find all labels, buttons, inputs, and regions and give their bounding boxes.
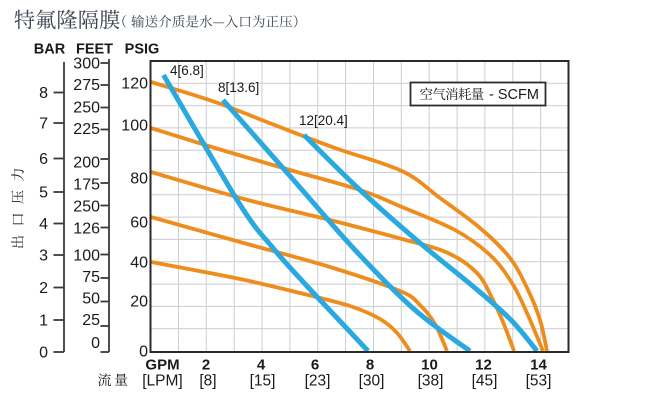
svg-text:25: 25 bbox=[82, 312, 100, 329]
svg-text:175: 175 bbox=[73, 177, 100, 194]
svg-text:[30]: [30] bbox=[359, 373, 385, 390]
svg-text:10: 10 bbox=[421, 357, 438, 374]
svg-text:6: 6 bbox=[39, 151, 48, 168]
svg-text:[45]: [45] bbox=[472, 373, 498, 390]
svg-text:6: 6 bbox=[311, 357, 319, 374]
svg-text:5: 5 bbox=[39, 185, 48, 202]
svg-text:[23]: [23] bbox=[305, 373, 331, 390]
svg-text:12: 12 bbox=[475, 357, 492, 374]
svg-text:100: 100 bbox=[121, 118, 148, 135]
svg-text:60: 60 bbox=[130, 215, 148, 232]
svg-text:3: 3 bbox=[39, 248, 48, 265]
svg-text:12[20.4]: 12[20.4] bbox=[299, 113, 348, 128]
svg-text:14: 14 bbox=[530, 357, 547, 374]
svg-text:20: 20 bbox=[130, 294, 148, 311]
svg-text:[53]: [53] bbox=[526, 373, 552, 390]
svg-text:250: 250 bbox=[73, 199, 100, 216]
svg-text:[15]: [15] bbox=[250, 373, 276, 390]
svg-text:PSIG: PSIG bbox=[125, 42, 160, 58]
svg-text:[8]: [8] bbox=[199, 373, 216, 390]
svg-text:250: 250 bbox=[73, 100, 100, 117]
svg-text:0: 0 bbox=[91, 335, 100, 352]
svg-text:126: 126 bbox=[73, 221, 100, 238]
svg-text:7: 7 bbox=[39, 116, 48, 133]
svg-text:120: 120 bbox=[121, 76, 148, 93]
svg-text:0: 0 bbox=[139, 344, 148, 361]
svg-text:40: 40 bbox=[130, 255, 148, 272]
svg-text:BAR: BAR bbox=[34, 42, 66, 58]
svg-text:100: 100 bbox=[73, 248, 100, 265]
svg-text:8[13.6]: 8[13.6] bbox=[218, 80, 259, 95]
svg-text:300: 300 bbox=[73, 56, 100, 73]
svg-text:75: 75 bbox=[82, 269, 100, 286]
svg-text:0: 0 bbox=[39, 345, 48, 362]
svg-text:1: 1 bbox=[39, 313, 48, 330]
svg-text:8: 8 bbox=[366, 357, 374, 374]
svg-text:GPM: GPM bbox=[145, 357, 179, 374]
svg-text:- SCFM: - SCFM bbox=[489, 87, 539, 103]
svg-text:2: 2 bbox=[202, 357, 210, 374]
svg-text:275: 275 bbox=[73, 77, 100, 94]
svg-text:4[6.8]: 4[6.8] bbox=[170, 63, 204, 78]
svg-text:4: 4 bbox=[39, 216, 48, 233]
svg-text:[LPM]: [LPM] bbox=[142, 373, 182, 390]
svg-text:FEET: FEET bbox=[76, 42, 113, 58]
svg-text:2: 2 bbox=[39, 280, 48, 297]
svg-text:8: 8 bbox=[39, 85, 48, 102]
svg-text:50: 50 bbox=[82, 291, 100, 308]
svg-text:80: 80 bbox=[130, 171, 148, 188]
svg-text:225: 225 bbox=[73, 121, 100, 138]
svg-text:[38]: [38] bbox=[418, 373, 444, 390]
svg-text:200: 200 bbox=[73, 155, 100, 172]
svg-text:4: 4 bbox=[257, 357, 266, 374]
